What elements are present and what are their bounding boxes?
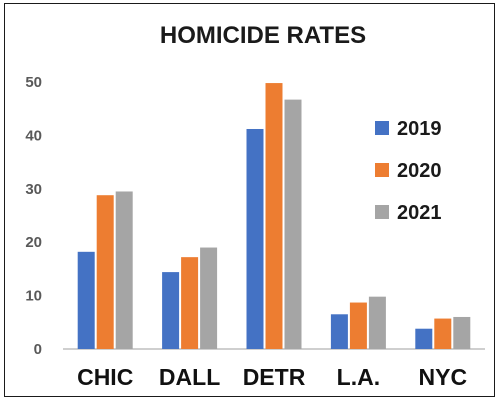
bar — [96, 195, 114, 349]
y-tick-label: 30 — [25, 181, 42, 198]
y-tick-label: 50 — [25, 74, 42, 91]
chart-frame: HOMICIDE RATES 0 10 20 30 40 50 CHIC DALL DETR L… — [4, 3, 495, 397]
bar — [368, 296, 386, 349]
bars — [77, 83, 471, 350]
bar — [162, 272, 180, 349]
x-tick-label: CHIC — [77, 364, 133, 390]
bar — [330, 314, 348, 349]
y-tick-label: 0 — [34, 341, 42, 358]
bar-chart: HOMICIDE RATES 0 10 20 30 40 50 CHIC DALL DETR L… — [25, 22, 485, 390]
bar — [77, 251, 95, 349]
x-tick-label: L.A. — [337, 364, 380, 390]
bar — [453, 316, 471, 349]
y-tick-label: 10 — [25, 288, 42, 305]
bar — [181, 257, 199, 349]
x-tick-label: DALL — [159, 364, 220, 390]
bar — [434, 318, 452, 349]
bar — [284, 99, 302, 349]
legend-label: 2019 — [397, 118, 442, 140]
bar — [246, 128, 264, 349]
legend-swatch — [375, 205, 389, 219]
legend: 2019 2020 2021 — [375, 118, 442, 224]
bar — [415, 328, 433, 349]
chart-title: HOMICIDE RATES — [160, 22, 366, 49]
legend-label: 2021 — [397, 202, 442, 224]
legend-label: 2020 — [397, 160, 442, 182]
x-tick-label: NYC — [419, 364, 468, 390]
bar — [115, 191, 133, 349]
bar — [265, 83, 283, 350]
y-axis-ticks: 0 10 20 30 40 50 — [25, 74, 42, 358]
legend-swatch — [375, 121, 389, 135]
x-tick-label: DETR — [243, 364, 306, 390]
legend-swatch — [375, 163, 389, 177]
bar — [200, 247, 218, 349]
y-tick-label: 20 — [25, 234, 42, 251]
bar — [349, 302, 367, 349]
x-axis-labels: CHIC DALL DETR L.A. NYC — [77, 364, 467, 390]
y-tick-label: 40 — [25, 127, 42, 144]
